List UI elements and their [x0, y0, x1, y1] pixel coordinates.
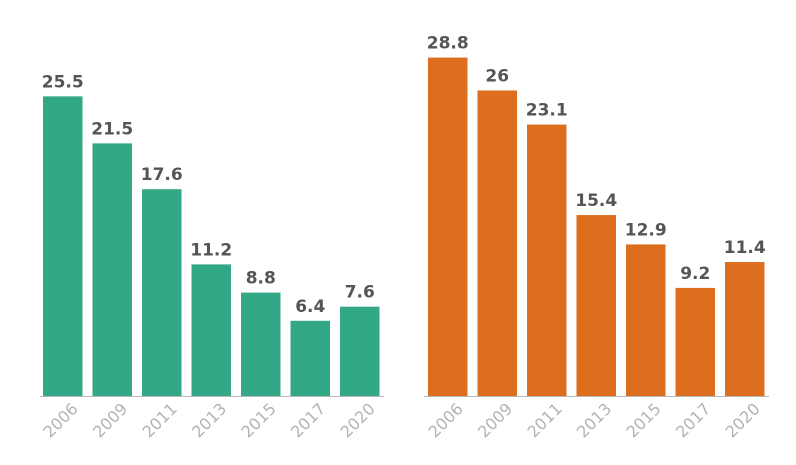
x-tick-label: 2006 [40, 399, 82, 441]
bar-2006 [428, 57, 468, 396]
data-label: 11.4 [724, 238, 766, 258]
x-tick-label: 2017 [672, 399, 714, 441]
bar-2009 [92, 143, 132, 396]
data-label: 17.6 [141, 165, 183, 185]
data-label: 25.5 [42, 72, 84, 92]
bar-2011 [527, 124, 567, 396]
x-tick-label: 2013 [573, 399, 615, 441]
chart-panel-2: 28.8 2006 26 2009 23.1 2011 15.4 2013 12.9 2015 9.… [424, 34, 769, 441]
x-tick-label: 2011 [139, 399, 181, 441]
x-tick-label: 2017 [287, 399, 329, 441]
bar-2015 [241, 292, 281, 396]
bar-2009 [477, 90, 517, 396]
bar-2015 [626, 244, 666, 396]
x-tick-label: 2009 [474, 399, 516, 441]
bar-2013 [576, 215, 616, 396]
x-tick-label: 2013 [188, 399, 230, 441]
data-label: 23.1 [526, 101, 568, 121]
x-tick-label: 2009 [89, 399, 131, 441]
data-label: 7.6 [345, 283, 375, 303]
x-tick-label: 2011 [524, 399, 566, 441]
data-label: 8.8 [246, 269, 276, 289]
data-label: 28.8 [427, 34, 469, 54]
x-tick-label: 2020 [722, 399, 764, 441]
data-label: 6.4 [295, 297, 325, 317]
x-tick-label: 2020 [337, 399, 379, 441]
x-tick-label: 2015 [623, 399, 665, 441]
data-label: 21.5 [91, 119, 133, 139]
data-label: 9.2 [680, 264, 710, 284]
data-label: 26 [485, 67, 509, 87]
bar-2011 [142, 189, 182, 396]
data-label: 12.9 [625, 220, 667, 240]
bar-2020 [340, 306, 380, 396]
chart-panel-1: 25.5 2006 21.5 2009 17.6 2011 11.2 2013 8.8 2015 6… [40, 72, 384, 441]
bar-2020 [725, 262, 765, 396]
data-label: 15.4 [575, 191, 617, 211]
data-label: 11.2 [190, 240, 232, 260]
bar-2017 [675, 287, 715, 396]
bar-2017 [290, 320, 330, 396]
x-tick-label: 2006 [425, 399, 467, 441]
bar-2006 [43, 96, 83, 396]
x-tick-label: 2015 [238, 399, 280, 441]
bar-2013 [191, 264, 231, 396]
